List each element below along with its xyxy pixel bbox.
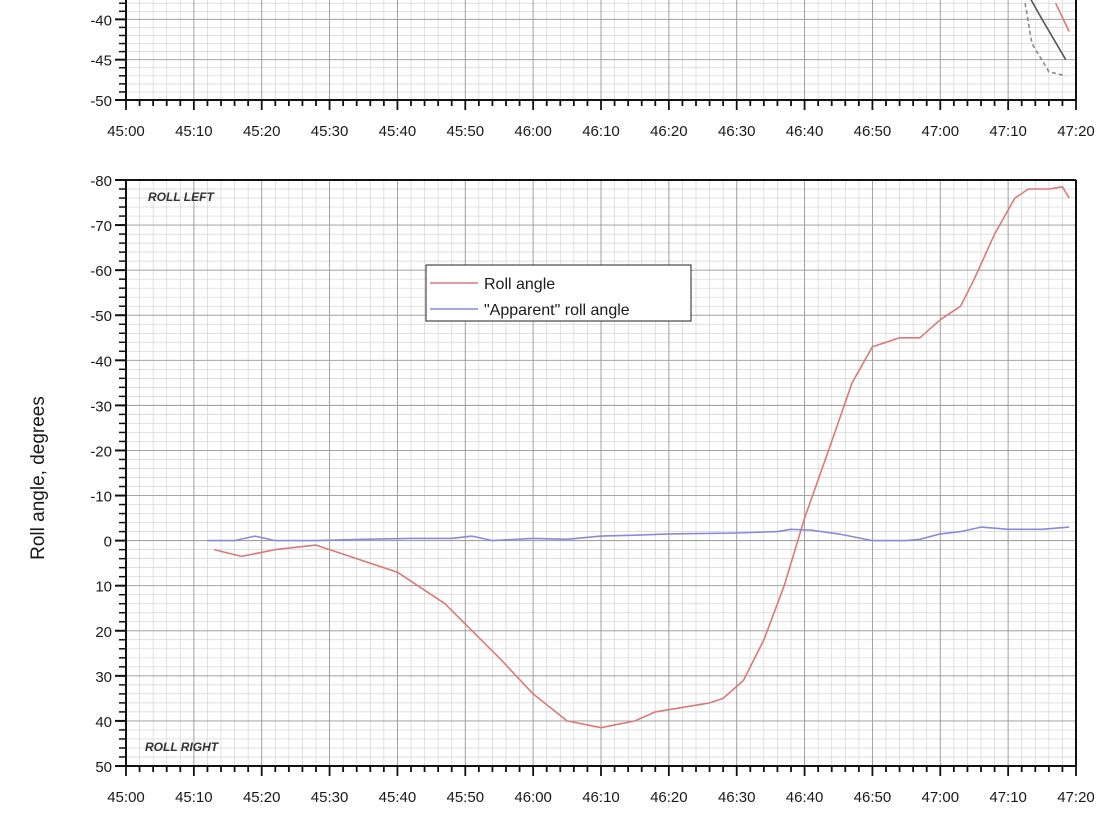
y-tick-label: -70: [90, 218, 112, 235]
x-tick-label: 47:20: [1057, 789, 1095, 806]
x-tick-label: 45:10: [175, 123, 213, 140]
y-tick-label: -10: [90, 489, 112, 506]
y-tick-label: 10: [95, 579, 112, 596]
x-tick-label: 45:10: [175, 789, 213, 806]
legend-label-apparent-roll-angle: "Apparent" roll angle: [484, 302, 630, 319]
y-tick-label: -50: [90, 308, 112, 325]
roll-left-annotation: ROLL LEFT: [148, 190, 215, 204]
x-tick-label: 45:20: [243, 123, 281, 140]
x-tick-label: 46:10: [582, 123, 620, 140]
y-tick-label: 0: [104, 534, 112, 551]
x-tick-label: 46:30: [718, 123, 756, 140]
x-tick-label: 45:40: [379, 789, 417, 806]
x-tick-label: 46:50: [854, 123, 892, 140]
legend-label-roll-angle: Roll angle: [484, 276, 555, 293]
x-tick-label: 46:00: [514, 123, 552, 140]
series-line-0-1: [1024, 3, 1066, 77]
x-tick-label: 45:00: [107, 789, 145, 806]
y-tick-label: -40: [90, 12, 112, 29]
y-axis-label: Roll angle, degrees: [28, 396, 49, 560]
x-tick-label: 45:20: [243, 789, 281, 806]
y-tick-label: -50: [90, 93, 112, 110]
legend-box: [425, 264, 692, 322]
y-tick-label: 30: [95, 669, 112, 686]
top-chart-panel: 45:00 45:10 45:20 45:30 45:40 45:50 46:00 46:10…: [90, 0, 1095, 140]
y-tick-label: -30: [90, 398, 112, 415]
x-tick-label: 46:20: [650, 789, 688, 806]
y-tick-label: -80: [90, 173, 112, 190]
legend: Roll angle "Apparent" roll angle: [425, 264, 692, 322]
x-tick-label: 47:00: [922, 789, 960, 806]
x-tick-label: 45:40: [379, 123, 417, 140]
x-tick-label: 45:50: [447, 789, 485, 806]
x-tick-label: 45:30: [311, 789, 349, 806]
x-tick-label: 46:00: [514, 789, 552, 806]
main-chart-panel: 45:00 45:10 45:20 45:30 45:40 45:50 46:00 46:10…: [28, 173, 1095, 806]
x-tick-label: 47:00: [922, 123, 960, 140]
x-tick-label: 46:40: [786, 789, 824, 806]
x-tick-label: 46:10: [582, 789, 620, 806]
series-line-0-2: [1054, 2, 1070, 32]
y-tick-label: -45: [90, 53, 112, 70]
y-tick-label: -60: [90, 263, 112, 280]
y-tick-label: -20: [90, 443, 112, 460]
x-tick-label: 45:50: [447, 123, 485, 140]
x-tick-label: 46:50: [854, 789, 892, 806]
y-tick-label: 50: [95, 759, 112, 776]
x-tick-label: 46:40: [786, 123, 824, 140]
y-tick-label: 20: [95, 624, 112, 641]
x-tick-label: 45:00: [107, 123, 145, 140]
series-line-apparent-roll-angle: [207, 526, 1070, 542]
y-tick-label: 40: [95, 714, 112, 731]
x-tick-label: 47:10: [989, 123, 1027, 140]
x-tick-label: 45:30: [311, 123, 349, 140]
x-tick-label: 46:20: [650, 123, 688, 140]
x-tick-label: 47:20: [1057, 123, 1095, 140]
series-line-0-0: [1030, 0, 1067, 61]
x-tick-label: 46:30: [718, 789, 756, 806]
roll-right-annotation: ROLL RIGHT: [145, 740, 220, 754]
series-line-roll-angle: [214, 186, 1070, 729]
y-tick-label: -40: [90, 353, 112, 370]
x-tick-label: 47:10: [989, 789, 1027, 806]
